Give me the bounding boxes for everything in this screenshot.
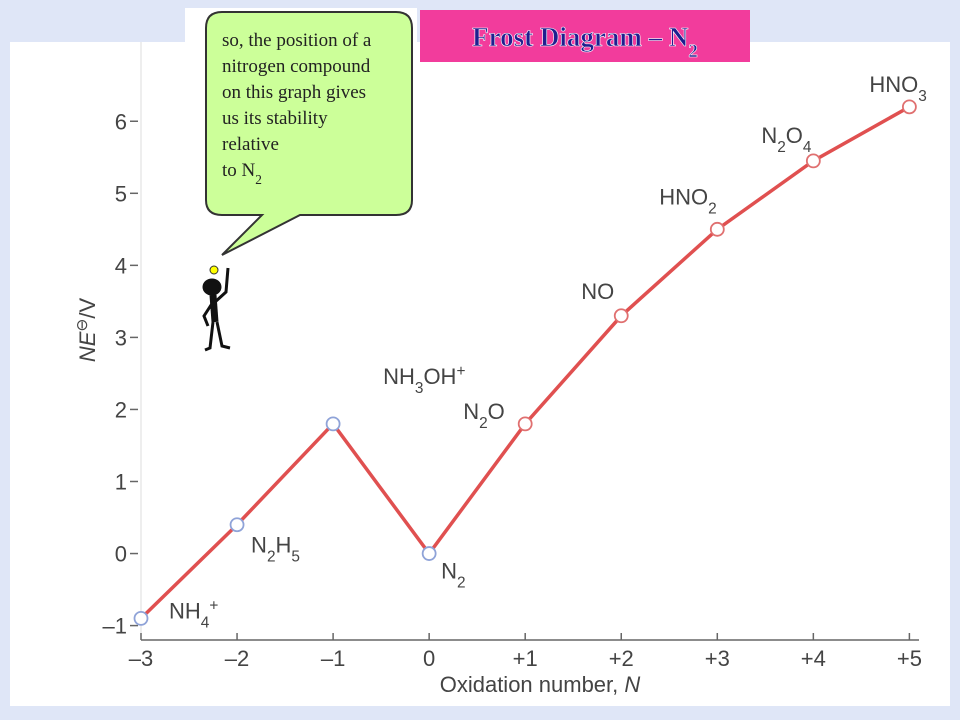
text-part: us its stability bbox=[222, 108, 328, 129]
x-axis-label: Oxidation number, N bbox=[440, 672, 641, 697]
text-part: so, the position of a bbox=[222, 30, 372, 51]
data-point bbox=[517, 416, 533, 432]
x-tick-label: +5 bbox=[897, 646, 922, 671]
text-part: 4 bbox=[201, 614, 210, 631]
title-box bbox=[420, 10, 750, 62]
text-part: O bbox=[786, 123, 803, 148]
y-tick-label: 6 bbox=[115, 109, 127, 134]
text-part: N bbox=[441, 559, 457, 584]
point-label: N2 bbox=[441, 559, 465, 592]
chart-title: Frost Diagram – N2 bbox=[472, 22, 698, 62]
text-part: OH bbox=[423, 364, 456, 389]
figure-leg bbox=[215, 321, 231, 350]
y-tick-label: 4 bbox=[115, 253, 127, 278]
x-tick-label: +2 bbox=[609, 646, 634, 671]
text-part: N bbox=[463, 399, 479, 424]
text-part: 2 bbox=[457, 574, 466, 591]
callout-line: on this graph gives bbox=[222, 82, 366, 103]
text-part: /V bbox=[75, 298, 100, 319]
point-label: N2H5 bbox=[251, 533, 300, 566]
data-point bbox=[421, 546, 437, 561]
point-label: HNO2 bbox=[659, 184, 716, 217]
text-part: + bbox=[209, 597, 218, 614]
y-tick-label: 5 bbox=[115, 181, 127, 206]
idea-bulb bbox=[209, 265, 219, 275]
y-tick-label: –1 bbox=[103, 614, 127, 639]
callout-text: so, the position of a nitrogen compound on… bbox=[222, 30, 372, 187]
text-part: NH bbox=[383, 364, 415, 389]
text-part: 4 bbox=[803, 138, 812, 155]
text-part: 2 bbox=[777, 138, 786, 155]
data-point bbox=[901, 99, 917, 115]
x-tick-label: –3 bbox=[129, 646, 153, 671]
data-point bbox=[133, 610, 149, 626]
text-part: nitrogen compound bbox=[222, 56, 371, 77]
figure-leg bbox=[204, 321, 215, 352]
point-label: N2O4 bbox=[761, 123, 812, 156]
callout-line: to N2 bbox=[222, 160, 262, 187]
data-point bbox=[325, 416, 341, 432]
text-part: Frost Diagram – N bbox=[472, 22, 689, 52]
y-tick-label: 0 bbox=[115, 542, 127, 567]
data-point bbox=[613, 308, 629, 324]
text-part: 5 bbox=[291, 548, 300, 565]
text-part: 2 bbox=[479, 414, 488, 431]
text-part: to N bbox=[222, 160, 256, 181]
speech-bubble bbox=[205, 11, 413, 256]
text-part: 2 bbox=[688, 41, 697, 62]
data-point bbox=[805, 153, 821, 169]
y-tick-label: 2 bbox=[115, 397, 127, 422]
text-part: 3 bbox=[918, 87, 927, 104]
text-part: NE bbox=[75, 331, 100, 362]
callout-line: us its stability bbox=[222, 108, 328, 129]
text-part: O bbox=[488, 399, 505, 424]
text-part: Oxidation number, bbox=[440, 672, 625, 697]
text-part: N bbox=[624, 672, 640, 697]
figure-arm bbox=[213, 267, 230, 304]
text-part: 2 bbox=[255, 172, 262, 187]
figure-head bbox=[202, 278, 222, 296]
text-part: 3 bbox=[415, 379, 424, 396]
text-part: 2 bbox=[708, 200, 717, 217]
text-part: HNO bbox=[869, 72, 918, 97]
text-part: 2 bbox=[267, 548, 276, 565]
x-tick-label: +3 bbox=[705, 646, 730, 671]
text-part: on this graph gives bbox=[222, 82, 366, 103]
y-axis-label: NE⊖/V bbox=[74, 298, 101, 363]
callout-line: relative bbox=[222, 134, 279, 155]
x-tick-label: +4 bbox=[801, 646, 826, 671]
point-label: NH3OH+ bbox=[383, 362, 465, 396]
figure-body bbox=[209, 294, 219, 323]
text-part: + bbox=[456, 362, 465, 379]
callout: so, the position of a nitrogen compound on… bbox=[205, 11, 413, 256]
point-label: HNO3 bbox=[869, 72, 926, 105]
text-part: ⊖ bbox=[74, 319, 91, 332]
x-tick-label: +1 bbox=[513, 646, 538, 671]
text-part: HNO bbox=[659, 184, 708, 209]
y-tick-label: 1 bbox=[115, 469, 127, 494]
figure-arm bbox=[202, 301, 215, 327]
data-point bbox=[229, 517, 245, 533]
data-point bbox=[709, 221, 725, 237]
text-part: N bbox=[761, 123, 777, 148]
thinking-figure bbox=[202, 265, 231, 352]
text-part: H bbox=[276, 533, 292, 558]
x-tick-label: 0 bbox=[423, 646, 435, 671]
point-label: N2O bbox=[463, 399, 505, 432]
text-part: N bbox=[251, 533, 267, 558]
callout-line: nitrogen compound bbox=[222, 56, 371, 77]
text-part: NH bbox=[169, 598, 201, 623]
callout-line: so, the position of a bbox=[222, 30, 372, 51]
text-part: NO bbox=[581, 279, 614, 304]
text-part: relative bbox=[222, 134, 279, 155]
point-label: NO bbox=[581, 279, 614, 304]
y-tick-label: 3 bbox=[115, 325, 127, 350]
point-label: NH4+ bbox=[169, 597, 218, 631]
x-tick-label: –2 bbox=[225, 646, 249, 671]
x-tick-label: –1 bbox=[321, 646, 345, 671]
